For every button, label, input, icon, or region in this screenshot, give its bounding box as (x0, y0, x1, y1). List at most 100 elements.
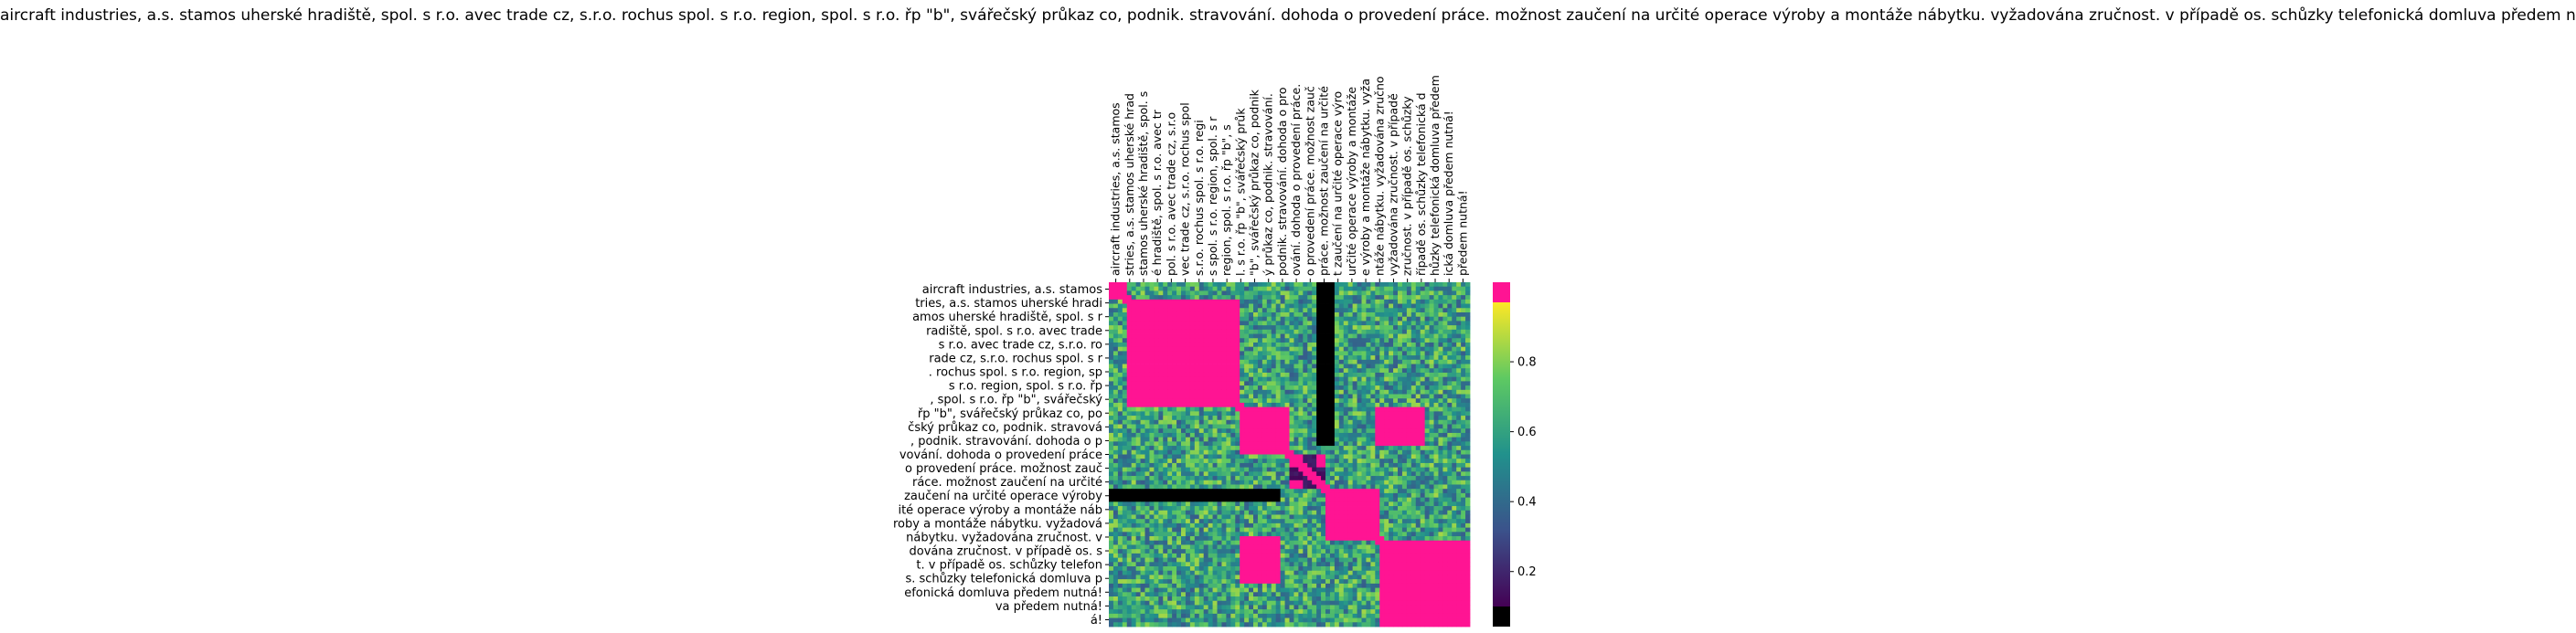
heatmap-cell (1370, 527, 1376, 533)
heatmap-cell (1271, 489, 1277, 494)
heatmap-cell (1312, 351, 1317, 356)
heatmap-cell (1325, 416, 1331, 421)
heatmap-cell (1194, 484, 1200, 490)
heatmap-cell (1393, 510, 1399, 515)
heatmap-cell (1289, 459, 1294, 464)
heatmap-cell (1176, 381, 1182, 386)
heatmap-cell (1447, 492, 1453, 499)
heatmap-cell (1325, 484, 1331, 490)
heatmap-cell (1280, 376, 1285, 382)
heatmap-cell (1135, 441, 1141, 447)
heatmap-cell (1112, 333, 1119, 339)
heatmap-cell (1212, 459, 1218, 464)
heatmap-cell (1398, 311, 1403, 318)
heatmap-cell (1398, 522, 1403, 529)
heatmap-cell (1357, 492, 1362, 499)
heatmap-cell (1235, 346, 1240, 352)
heatmap-cell (1203, 308, 1209, 313)
heatmap-cell (1181, 406, 1187, 412)
heatmap-cell (1384, 290, 1389, 296)
heatmap-cell (1226, 351, 1231, 356)
heatmap-cell (1208, 368, 1213, 374)
heatmap-cell (1442, 467, 1448, 472)
heatmap-cell (1329, 459, 1336, 464)
heatmap-cell (1298, 303, 1304, 309)
heatmap-cell (1379, 411, 1385, 417)
heatmap-cell (1117, 308, 1123, 313)
heatmap-cell (1375, 351, 1380, 356)
heatmap-cell (1221, 308, 1227, 313)
heatmap-cell (1452, 303, 1457, 309)
heatmap-cell (1203, 437, 1209, 442)
heatmap-cell (1433, 355, 1439, 361)
heatmap-cell (1406, 398, 1412, 404)
heatmap-cell (1415, 308, 1421, 313)
heatmap-cell (1257, 398, 1263, 404)
heatmap-cell (1338, 416, 1345, 421)
heatmap-cell (1122, 522, 1128, 529)
heatmap-cell (1140, 290, 1145, 296)
heatmap-cell (1140, 394, 1145, 399)
heatmap-cell (1158, 372, 1164, 378)
heatmap-cell (1109, 432, 1114, 438)
heatmap-cell (1149, 449, 1155, 455)
heatmap-cell (1447, 338, 1453, 343)
heatmap-cell (1109, 342, 1114, 348)
heatmap-cell (1249, 286, 1254, 291)
heatmap-cell (1230, 389, 1236, 395)
heatmap-cell (1461, 303, 1466, 309)
heatmap-cell (1303, 416, 1308, 421)
heatmap-cell (1208, 398, 1213, 404)
heatmap-cell (1271, 385, 1277, 391)
heatmap-cell (1456, 514, 1462, 520)
heatmap-cell (1406, 449, 1412, 455)
heatmap-cell (1398, 462, 1403, 469)
heatmap-cell (1198, 338, 1205, 343)
heatmap-cell (1410, 437, 1417, 442)
heatmap-cell (1447, 480, 1453, 485)
heatmap-cell (1212, 372, 1218, 378)
heatmap-cell (1329, 385, 1336, 391)
heatmap-cell (1185, 376, 1191, 382)
heatmap-cell (1433, 364, 1439, 369)
heatmap-cell (1321, 497, 1326, 502)
heatmap-cell (1154, 476, 1159, 481)
heatmap-cell (1384, 303, 1389, 309)
heatmap-cell (1158, 394, 1164, 399)
heatmap-cell (1217, 346, 1222, 352)
heatmap-cell (1226, 476, 1231, 481)
heatmap-cell (1185, 338, 1191, 343)
heatmap-cell (1465, 428, 1471, 434)
heatmap-cell (1144, 394, 1150, 399)
heatmap-cell (1375, 437, 1380, 442)
heatmap-cell (1398, 484, 1403, 490)
heatmap-cell (1289, 492, 1294, 499)
heatmap-cell (1181, 316, 1187, 322)
heatmap-cell (1298, 506, 1304, 512)
heatmap-cell (1284, 346, 1290, 352)
heatmap-cell (1452, 325, 1457, 331)
heatmap-cell (1163, 467, 1168, 472)
heatmap-cell (1366, 467, 1371, 472)
heatmap-cell (1370, 351, 1376, 356)
heatmap-cell (1172, 441, 1177, 447)
heatmap-cell (1275, 359, 1282, 364)
heatmap-cell (1384, 376, 1389, 382)
heatmap-cell (1176, 497, 1182, 502)
heatmap-cell (1307, 428, 1313, 434)
heatmap-cell (1316, 355, 1322, 361)
heatmap-cell (1298, 329, 1304, 334)
heatmap-cell (1401, 368, 1408, 374)
heatmap-cell (1406, 290, 1412, 296)
heatmap-cell (1370, 282, 1376, 288)
heatmap-cell (1389, 510, 1394, 515)
heatmap-cell (1347, 462, 1354, 469)
heatmap-cell (1307, 376, 1313, 382)
heatmap-cell (1194, 540, 1200, 545)
heatmap-cell (1375, 492, 1380, 499)
heatmap-cell (1230, 411, 1236, 417)
heatmap-cell (1172, 532, 1177, 537)
heatmap-cell (1280, 428, 1285, 434)
heatmap-cell (1420, 462, 1426, 469)
heatmap-cell (1284, 316, 1290, 322)
